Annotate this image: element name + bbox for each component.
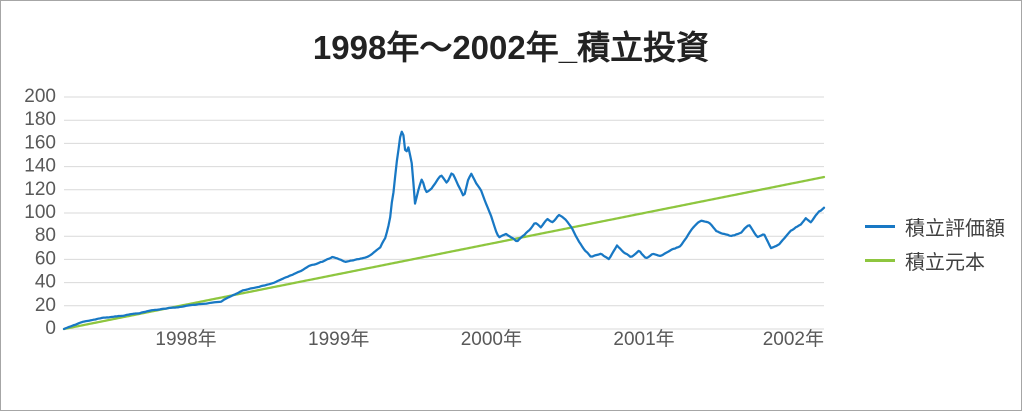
svg-text:120: 120: [24, 179, 56, 200]
svg-text:80: 80: [35, 225, 56, 246]
svg-text:1998年: 1998年: [155, 328, 216, 350]
svg-text:100: 100: [24, 202, 56, 223]
svg-text:140: 140: [24, 156, 56, 177]
svg-text:1999年: 1999年: [308, 328, 369, 350]
svg-text:20: 20: [35, 295, 56, 316]
svg-text:200: 200: [24, 86, 56, 107]
svg-text:2000年: 2000年: [461, 328, 522, 350]
svg-text:2001年: 2001年: [613, 328, 674, 350]
svg-text:2002年: 2002年: [763, 328, 824, 350]
svg-text:0: 0: [45, 318, 56, 339]
svg-text:180: 180: [24, 109, 56, 130]
svg-text:60: 60: [35, 248, 56, 269]
svg-text:40: 40: [35, 272, 56, 293]
svg-text:160: 160: [24, 132, 56, 153]
